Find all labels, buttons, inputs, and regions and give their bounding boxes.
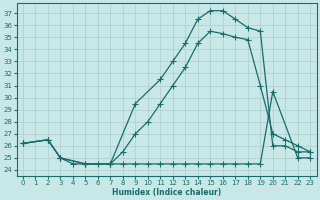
X-axis label: Humidex (Indice chaleur): Humidex (Indice chaleur) [112,188,221,197]
